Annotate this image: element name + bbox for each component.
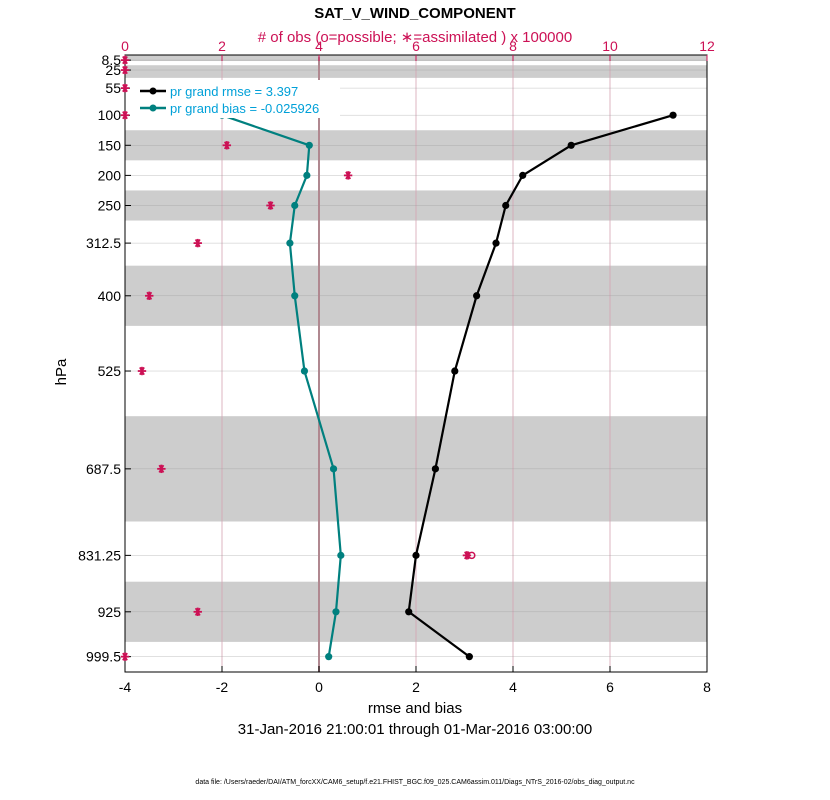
y-tick-label: 250: [98, 197, 122, 213]
top-tick-label: 12: [699, 38, 715, 54]
y-tick-label: 831.25: [78, 547, 121, 563]
rmse-point: [519, 171, 527, 179]
rmse-point: [669, 111, 677, 119]
obs-assimilated-marker: [120, 110, 130, 120]
bias-point: [291, 292, 299, 300]
top-tick-label: 4: [315, 38, 323, 54]
footer-datafile: data file: /Users/raeder/DAI/ATM_forcXX/…: [195, 779, 635, 786]
legend-rmse-marker: [149, 87, 157, 95]
y-tick-label: 8.5: [102, 52, 122, 68]
legend-rmse-label: pr grand rmse = 3.397: [170, 84, 298, 99]
bottom-tick-label: 4: [509, 679, 517, 695]
y-ticks: 8.525 55 100 150 200 250 312.5 400 525 687.5 831.2…: [78, 52, 131, 665]
top-tick-label: 2: [218, 38, 226, 54]
bias-point: [286, 239, 294, 247]
obs-assimilated-marker: [120, 55, 130, 65]
obs-layer: [120, 55, 476, 661]
obs-assimilated-marker: [145, 291, 154, 300]
obs-assimilated-marker: [157, 464, 166, 474]
date-range: 31-Jan-2016 21:00:01 through 01-Mar-2016…: [238, 721, 592, 738]
obs-possible-marker: [468, 551, 476, 560]
bottom-tick-label: -2: [216, 679, 229, 695]
bottom-ticks: -4 -2 0 2 4 6 8: [119, 666, 711, 695]
obs-assimilated-marker: [120, 652, 130, 661]
obs-assimilated-marker: [120, 83, 130, 93]
obs-assimilated-marker: [193, 238, 202, 248]
top-tick-label: 8: [509, 38, 517, 54]
rmse-point: [405, 608, 413, 616]
y-tick-label: 525: [98, 363, 122, 379]
rmse-point: [473, 292, 481, 300]
y-tick-label: 55: [105, 80, 121, 96]
top-ticks: 0 2 4 6 8 10 12: [121, 38, 715, 61]
x-axis-label: rmse and bias: [368, 700, 462, 717]
bottom-tick-label: 6: [606, 679, 614, 695]
bottom-tick-label: 2: [412, 679, 420, 695]
y-tick-label: 25: [105, 62, 121, 78]
obs-assimilated-marker: [462, 551, 472, 560]
obs-assimilated-marker: [222, 141, 232, 150]
obs-assimilated-marker: [193, 607, 202, 617]
y-axis-label: hPa: [53, 358, 70, 385]
obs-assimilated-marker: [137, 366, 147, 376]
rmse-point: [451, 367, 459, 375]
top-tick-label: 10: [602, 38, 618, 54]
bias-point: [300, 367, 309, 375]
obs-assimilated-marker: [120, 65, 130, 75]
bottom-tick-label: -4: [119, 679, 132, 695]
y-tick-label: 312.5: [86, 235, 121, 251]
top-tick-label: 6: [412, 38, 420, 54]
legend-bias-label: pr grand bias = -0.025926: [170, 101, 319, 116]
bias-point: [325, 653, 333, 661]
bias-point: [329, 465, 338, 473]
rmse-point: [431, 465, 439, 473]
bias-point: [291, 201, 299, 210]
bottom-tick-label: 8: [703, 679, 711, 695]
legend-bias-marker: [149, 104, 157, 112]
rmse-point: [412, 551, 420, 559]
legend: pr grand rmse = 3.397 pr grand bias = -0…: [130, 80, 340, 118]
rmse-point: [465, 653, 473, 661]
obs-assimilated-marker: [343, 171, 353, 180]
y-tick-label: 925: [98, 604, 122, 620]
bottom-tick-label: 0: [315, 679, 323, 695]
rmse-point: [492, 239, 500, 247]
bias-point: [337, 551, 345, 559]
obs-assimilated-marker: [266, 201, 275, 210]
y-tick-label: 687.5: [86, 461, 121, 477]
bias-point: [332, 608, 340, 616]
bias-point: [305, 141, 313, 149]
bias-point: [303, 171, 311, 179]
y-tick-label: 999.5: [86, 649, 121, 665]
top-axis-label: # of obs (o=possible; ∗=assimilated ) x …: [258, 29, 572, 46]
rmse-point: [567, 141, 575, 149]
y-tick-label: 200: [98, 167, 122, 183]
y-tick-label: 150: [98, 137, 122, 153]
y-tick-label: 400: [98, 288, 122, 304]
y-tick-label: 100: [98, 107, 122, 123]
top-tick-label: 0: [121, 38, 129, 54]
chart-title: SAT_V_WIND_COMPONENT: [314, 5, 515, 22]
rmse-point: [502, 201, 510, 210]
legend-box: [130, 80, 340, 118]
